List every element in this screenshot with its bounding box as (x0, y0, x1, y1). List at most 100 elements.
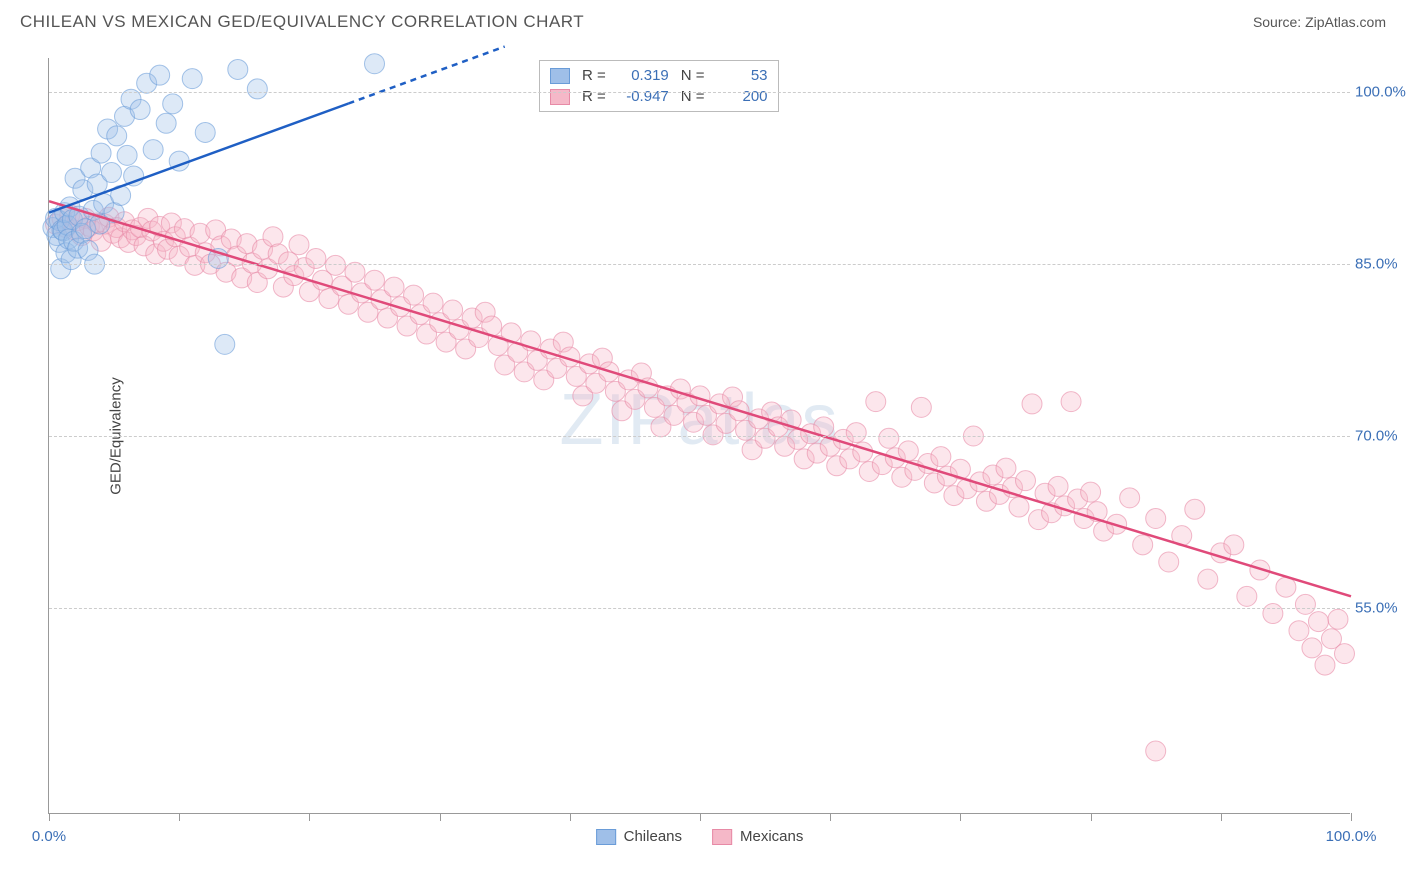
grid-line (49, 608, 1350, 609)
data-point (325, 255, 345, 275)
y-tick-label: 70.0% (1355, 428, 1406, 445)
data-point (1302, 638, 1322, 658)
legend-label-mexicans: Mexicans (740, 828, 803, 845)
data-point (1185, 499, 1205, 519)
legend-label-chileans: Chileans (624, 828, 682, 845)
plot-area: ZIPatlas R = 0.319 N = 53 R = -0.947 N =… (48, 58, 1350, 814)
data-point (1224, 535, 1244, 555)
n-label: N = (681, 88, 705, 105)
x-tick (1351, 813, 1352, 821)
data-point (163, 94, 183, 114)
data-point (879, 428, 899, 448)
data-point (911, 397, 931, 417)
x-tick-label: 100.0% (1326, 828, 1377, 845)
data-point (306, 248, 326, 268)
x-tick (1221, 813, 1222, 821)
data-point (1198, 569, 1218, 589)
swatch-mexicans-icon (550, 89, 570, 105)
x-tick (960, 813, 961, 821)
data-point (1146, 741, 1166, 761)
data-point (931, 447, 951, 467)
data-point (91, 143, 111, 163)
data-point (423, 293, 443, 313)
data-point (1289, 621, 1309, 641)
data-point (384, 277, 404, 297)
data-point (365, 54, 385, 74)
data-point (1133, 535, 1153, 555)
r-label: R = (582, 67, 606, 84)
data-point (1237, 586, 1257, 606)
data-point (117, 145, 137, 165)
n-label: N = (681, 67, 705, 84)
series-legend: Chileans Mexicans (596, 828, 804, 845)
data-point (846, 423, 866, 443)
stats-row-mexicans: R = -0.947 N = 200 (550, 86, 768, 107)
data-point (182, 69, 202, 89)
x-tick (179, 813, 180, 821)
data-point (898, 441, 918, 461)
y-tick-label: 55.0% (1355, 599, 1406, 616)
swatch-mexicans-icon (712, 829, 732, 845)
x-tick (700, 813, 701, 821)
data-point (1263, 604, 1283, 624)
data-point (289, 235, 309, 255)
data-point (215, 334, 235, 354)
data-point (1048, 476, 1068, 496)
x-tick (1091, 813, 1092, 821)
n-value-mexicans: 200 (713, 88, 768, 105)
trend-line (49, 201, 1351, 596)
data-point (365, 270, 385, 290)
data-point (1016, 471, 1036, 491)
x-tick-label: 0.0% (32, 828, 66, 845)
swatch-chileans-icon (550, 68, 570, 84)
data-point (228, 59, 248, 79)
legend-item-chileans: Chileans (596, 828, 682, 845)
source-attribution: Source: ZipAtlas.com (1253, 14, 1386, 30)
x-tick (49, 813, 50, 821)
x-tick (570, 813, 571, 821)
n-value-chileans: 53 (713, 67, 768, 84)
data-point (130, 100, 150, 120)
data-point (1009, 497, 1029, 517)
grid-line (49, 436, 1350, 437)
chart-title: CHILEAN VS MEXICAN GED/EQUIVALENCY CORRE… (20, 12, 584, 32)
grid-line (49, 92, 1350, 93)
data-point (1022, 394, 1042, 414)
data-point (1295, 594, 1315, 614)
x-tick (440, 813, 441, 821)
data-point (101, 163, 121, 183)
stats-row-chileans: R = 0.319 N = 53 (550, 65, 768, 86)
data-point (150, 65, 170, 85)
data-point (1334, 644, 1354, 664)
data-point (443, 300, 463, 320)
data-point (1328, 609, 1348, 629)
x-tick (309, 813, 310, 821)
data-point (1308, 612, 1328, 632)
r-label: R = (582, 88, 606, 105)
data-point (1159, 552, 1179, 572)
data-point (107, 126, 127, 146)
data-point (996, 458, 1016, 478)
swatch-chileans-icon (596, 829, 616, 845)
data-point (1276, 577, 1296, 597)
stats-legend-box: R = 0.319 N = 53 R = -0.947 N = 200 (539, 60, 779, 112)
r-value-chileans: 0.319 (614, 67, 669, 84)
data-point (1146, 508, 1166, 528)
y-tick-label: 100.0% (1355, 84, 1406, 101)
data-point (143, 140, 163, 160)
legend-item-mexicans: Mexicans (712, 828, 803, 845)
r-value-mexicans: -0.947 (614, 88, 669, 105)
grid-line (49, 264, 1350, 265)
data-point (866, 392, 886, 412)
data-point (156, 113, 176, 133)
data-point (195, 122, 215, 142)
y-tick-label: 85.0% (1355, 256, 1406, 273)
data-point (1061, 392, 1081, 412)
data-point (1315, 655, 1335, 675)
data-point (1120, 488, 1140, 508)
data-point (404, 285, 424, 305)
x-tick (830, 813, 831, 821)
data-point (345, 262, 365, 282)
data-point (1081, 482, 1101, 502)
data-point (247, 79, 267, 99)
